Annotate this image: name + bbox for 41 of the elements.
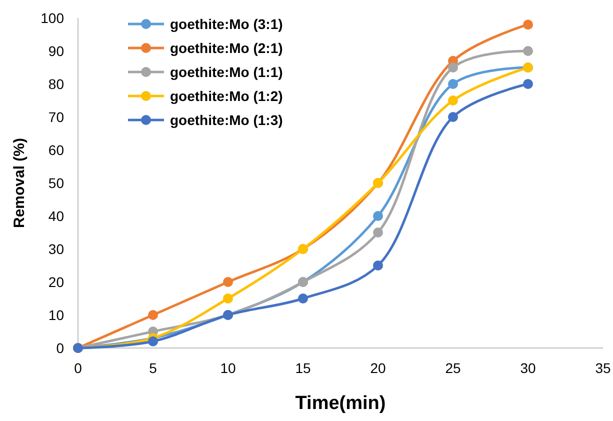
point — [373, 260, 383, 270]
point — [523, 20, 533, 30]
y-tick-label: 10 — [48, 307, 64, 323]
point — [448, 112, 458, 122]
point — [373, 211, 383, 221]
y-tick-label: 80 — [48, 76, 64, 92]
y-axis-title: Removal (%) — [11, 138, 28, 228]
x-tick-label: 0 — [74, 360, 82, 376]
y-tick-label: 30 — [48, 241, 64, 257]
point — [523, 46, 533, 56]
point — [148, 310, 158, 320]
point — [448, 79, 458, 89]
x-tick-label: 15 — [295, 360, 311, 376]
point — [223, 294, 233, 304]
y-tick-label: 40 — [48, 208, 64, 224]
legend-label: goethite:Mo (1:1) — [170, 64, 283, 80]
y-tick-label: 60 — [48, 142, 64, 158]
y-tick-label: 70 — [48, 109, 64, 125]
y-tick-label: 0 — [56, 340, 64, 356]
point — [448, 96, 458, 106]
legend-label: goethite:Mo (1:2) — [170, 88, 283, 104]
point — [448, 62, 458, 72]
point — [148, 336, 158, 346]
legend-label: goethite:Mo (3:1) — [170, 16, 283, 32]
point — [298, 294, 308, 304]
x-tick-label: 10 — [220, 360, 236, 376]
x-tick-label: 30 — [520, 360, 536, 376]
x-tick-label: 25 — [445, 360, 461, 376]
y-tick-label: 100 — [40, 10, 64, 26]
y-tick-label: 90 — [48, 43, 64, 59]
x-axis-title: Time(min) — [295, 393, 386, 414]
x-tick-label: 35 — [595, 360, 611, 376]
legend-label: goethite:Mo (1:3) — [170, 112, 283, 128]
x-tick-label: 5 — [149, 360, 158, 376]
x-tick-label: 20 — [370, 360, 386, 376]
y-tick-label: 50 — [48, 175, 64, 191]
y-tick-label: 20 — [48, 274, 64, 290]
point — [373, 228, 383, 238]
point — [523, 79, 533, 89]
legend-label: goethite:Mo (2:1) — [170, 40, 283, 56]
point — [223, 277, 233, 287]
